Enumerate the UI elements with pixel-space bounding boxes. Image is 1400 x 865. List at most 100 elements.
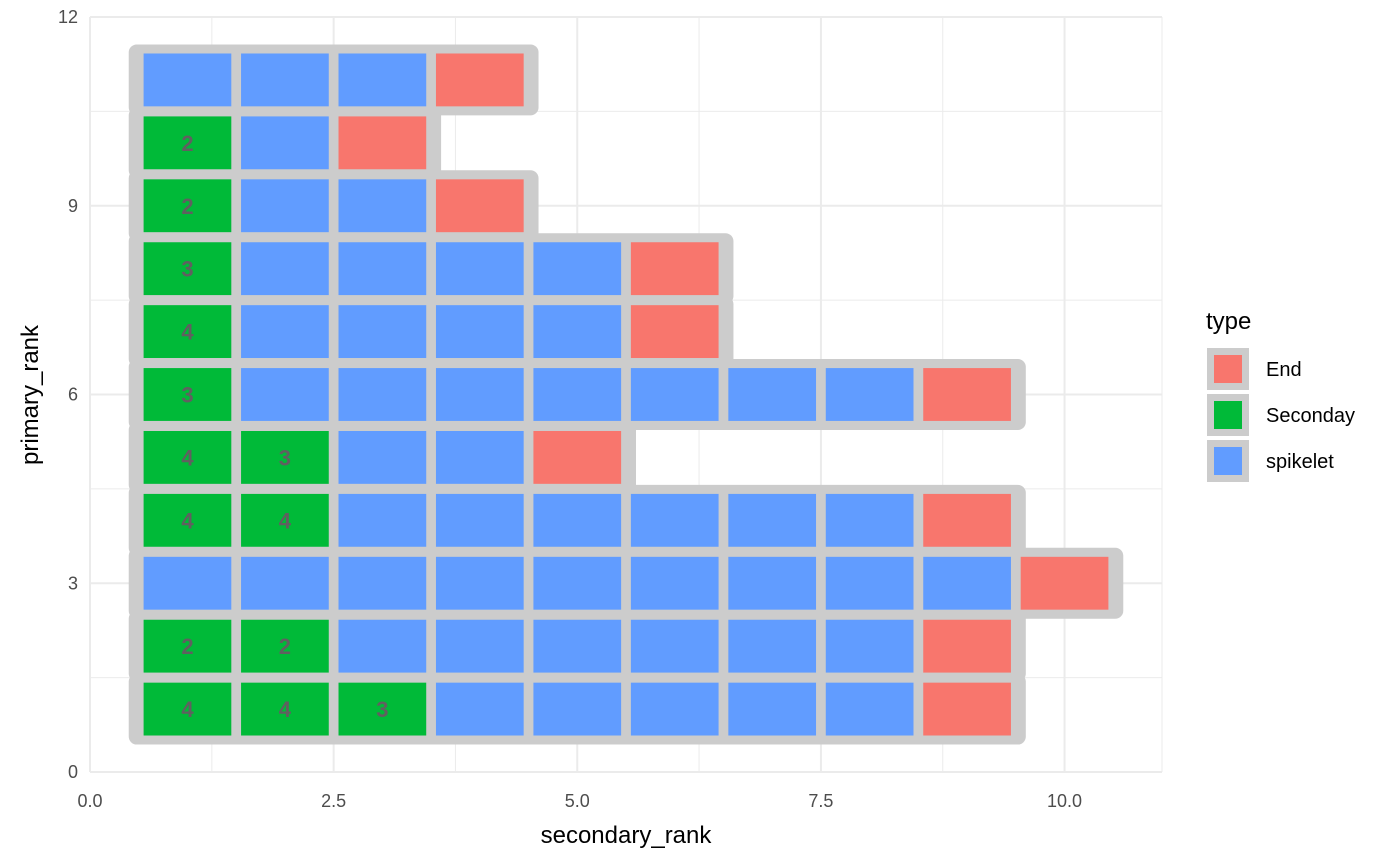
tile-seconday: [143, 493, 232, 547]
x-tick-label: 5.0: [565, 791, 590, 811]
tile-spikelet: [825, 493, 914, 547]
tile-spikelet: [630, 682, 719, 736]
tile-count-label: 2: [181, 194, 193, 219]
tile-count-label: 2: [279, 634, 291, 659]
tile-spikelet: [533, 619, 622, 673]
tile-count-label: 3: [181, 257, 193, 282]
y-tick-label: 0: [68, 762, 78, 782]
tile-seconday: [143, 179, 232, 233]
tile-spikelet: [825, 368, 914, 421]
tile-spikelet: [825, 619, 914, 673]
x-tick-label: 2.5: [321, 791, 346, 811]
tile-spikelet: [435, 368, 524, 421]
legend-key-seconday: [1214, 401, 1242, 429]
tile-spikelet: [435, 305, 524, 359]
tile-spikelet: [338, 430, 427, 484]
tile-end: [630, 242, 719, 296]
tile-count-label: 3: [376, 697, 388, 722]
tile-spikelet: [435, 556, 524, 610]
tile-spikelet: [338, 179, 427, 233]
tile-spikelet: [338, 556, 427, 610]
tile-end: [533, 430, 622, 484]
axes: secondary_rank primary_rank 0.0 2.5 5.0 7.5…: [17, 7, 1082, 849]
tile-spikelet: [630, 493, 719, 547]
tile-spikelet: [241, 368, 329, 421]
tile-spikelet: [533, 493, 622, 547]
legend-key-end: [1214, 355, 1242, 383]
tile-spikelet: [533, 368, 622, 421]
tile-spikelet: [241, 179, 329, 233]
tile-spikelet: [923, 556, 1011, 610]
tile-end: [1020, 556, 1109, 610]
tile-count-label: 2: [181, 131, 193, 156]
tile-end: [435, 53, 524, 107]
tile-spikelet: [435, 242, 524, 296]
tile-count-label: 4: [181, 445, 194, 470]
x-axis-title: secondary_rank: [541, 822, 713, 849]
tile-seconday: [143, 116, 232, 170]
tile-end: [923, 493, 1011, 547]
tile-spikelet: [241, 242, 329, 296]
tile-count-label: 3: [181, 383, 193, 408]
tile-seconday: [241, 682, 329, 736]
x-tick-label: 0.0: [77, 791, 102, 811]
tile-spikelet: [143, 53, 232, 107]
tile-spikelet: [241, 556, 329, 610]
tile-spikelet: [825, 556, 914, 610]
tile-spikelet: [241, 305, 329, 359]
y-tick-label: 9: [68, 196, 78, 216]
tile-spikelet: [338, 242, 427, 296]
tile-spikelet: [338, 53, 427, 107]
tile-seconday: [143, 242, 232, 296]
tile-spikelet: [241, 53, 329, 107]
tile-seconday: [241, 430, 329, 484]
y-axis-title: primary_rank: [17, 324, 44, 465]
tile-end: [630, 305, 719, 359]
tile-count-label: 2: [181, 634, 193, 659]
tile-count-label: 4: [279, 697, 292, 722]
tile-seconday: [143, 368, 232, 421]
legend-key-spikelet: [1214, 447, 1242, 475]
tile-spikelet: [728, 493, 817, 547]
x-tick-label: 7.5: [808, 791, 833, 811]
tile-seconday: [241, 493, 329, 547]
tile-spikelet: [630, 556, 719, 610]
tile-end: [435, 179, 524, 233]
tile-spikelet: [435, 682, 524, 736]
x-tick-label: 10.0: [1047, 791, 1082, 811]
tile-spikelet: [338, 619, 427, 673]
tile-seconday: [338, 682, 427, 736]
tile-count-label: 4: [181, 697, 194, 722]
legend: type End Seconday spikelet: [1206, 308, 1355, 482]
tile-spikelet: [533, 556, 622, 610]
tile-spikelet: [728, 556, 817, 610]
tile-count-label: 3: [279, 445, 291, 470]
tile-count-label: 4: [181, 508, 194, 533]
legend-title: type: [1206, 308, 1251, 335]
tile-spikelet: [143, 556, 232, 610]
tile-seconday: [143, 305, 232, 359]
tile-end: [923, 682, 1011, 736]
tile-spikelet: [338, 305, 427, 359]
tile-spikelet: [241, 116, 329, 170]
tile-spikelet: [533, 682, 622, 736]
tile-spikelet: [630, 368, 719, 421]
tile-seconday: [241, 619, 329, 673]
tile-seconday: [143, 619, 232, 673]
tile-seconday: [143, 430, 232, 484]
tile-count-label: 4: [279, 508, 292, 533]
tile-spikelet: [630, 619, 719, 673]
tile-spikelet: [728, 682, 817, 736]
tile-spikelet: [533, 242, 622, 296]
tile-spikelet: [338, 368, 427, 421]
legend-label: spikelet: [1266, 451, 1334, 473]
legend-label: End: [1266, 359, 1302, 381]
y-tick-label: 3: [68, 573, 78, 593]
tile-end: [923, 368, 1011, 421]
tile-count-label: 4: [181, 320, 194, 345]
tile-end: [923, 619, 1011, 673]
y-tick-label: 12: [58, 7, 78, 27]
tile-spikelet: [728, 368, 817, 421]
tile-spikelet: [435, 619, 524, 673]
